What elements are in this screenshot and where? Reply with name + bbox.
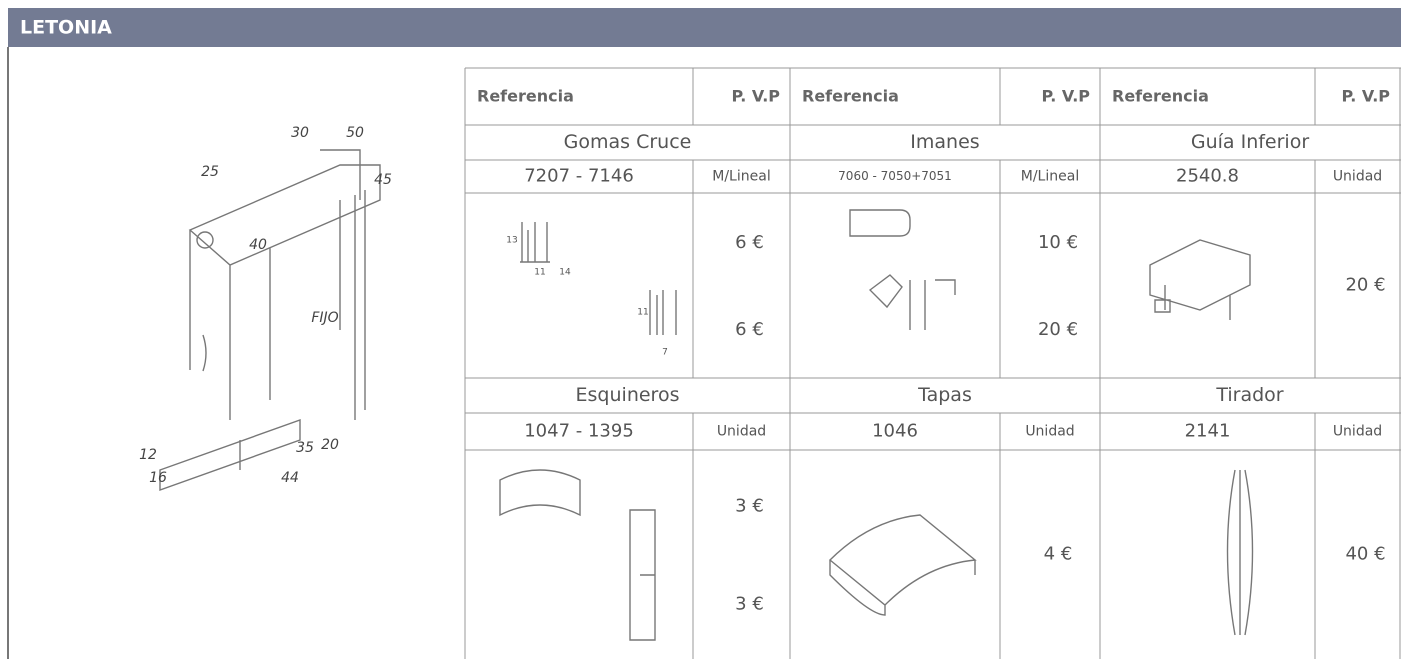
dimension-label: 11 bbox=[637, 308, 648, 318]
dimension-label: 12 bbox=[139, 447, 157, 463]
reference-code: 1047 - 1395 bbox=[524, 421, 634, 442]
dimension-label: FIJO bbox=[311, 310, 338, 326]
group-name: Guía Inferior bbox=[1191, 131, 1309, 153]
dimension-label: 40 bbox=[249, 237, 267, 253]
price: 40 € bbox=[1345, 544, 1385, 565]
reference-code: 7060 - 7050+7051 bbox=[838, 169, 952, 183]
dimension-label: 20 bbox=[321, 437, 339, 453]
dimension-label: 25 bbox=[201, 164, 219, 180]
dimension-label: 11 bbox=[534, 268, 545, 278]
unit: Unidad bbox=[1333, 424, 1382, 440]
dimension-label: 13 bbox=[506, 236, 517, 246]
price: 3 € bbox=[735, 495, 764, 516]
dimension-label: 50 bbox=[346, 125, 364, 141]
group-name: Imanes bbox=[910, 131, 979, 153]
price: 3 € bbox=[735, 594, 764, 615]
column-header: Referencia bbox=[477, 87, 574, 106]
group-name: Tirador bbox=[1215, 384, 1283, 406]
page-title: LETONIA bbox=[20, 17, 112, 39]
dimension-label: 7 bbox=[662, 348, 668, 358]
dimension-label: 14 bbox=[559, 268, 571, 278]
reference-code: 2141 bbox=[1185, 421, 1231, 442]
group-name: Tapas bbox=[917, 384, 972, 406]
dimension-label: 45 bbox=[374, 172, 392, 188]
price: 6 € bbox=[735, 232, 764, 253]
dimension-label: 35 bbox=[296, 440, 314, 456]
dimension-label: 30 bbox=[291, 125, 309, 141]
price: 4 € bbox=[1044, 544, 1073, 565]
group-name: Esquineros bbox=[576, 384, 680, 406]
column-header: P. V.P bbox=[731, 87, 780, 106]
price: 6 € bbox=[735, 319, 764, 340]
reference-code: 1046 bbox=[872, 421, 918, 442]
header-bar bbox=[8, 8, 1401, 47]
door-drawing bbox=[159, 149, 381, 491]
unit: Unidad bbox=[1025, 424, 1074, 440]
group-name: Gomas Cruce bbox=[564, 131, 692, 153]
product-drawings bbox=[499, 209, 1254, 641]
unit: M/Lineal bbox=[712, 169, 770, 185]
reference-code: 7207 - 7146 bbox=[524, 166, 634, 187]
column-header: Referencia bbox=[1112, 87, 1209, 106]
price: 10 € bbox=[1038, 232, 1078, 253]
dimension-label: 44 bbox=[281, 470, 299, 486]
reference-code: 2540.8 bbox=[1176, 166, 1239, 187]
price: 20 € bbox=[1345, 275, 1385, 296]
unit: Unidad bbox=[717, 424, 766, 440]
column-header: Referencia bbox=[802, 87, 899, 106]
unit: Unidad bbox=[1333, 169, 1382, 185]
dimension-label: 16 bbox=[149, 470, 167, 486]
column-header: P. V.P bbox=[1341, 87, 1390, 106]
column-header: P. V.P bbox=[1041, 87, 1090, 106]
unit: M/Lineal bbox=[1021, 169, 1079, 185]
price: 20 € bbox=[1038, 319, 1078, 340]
